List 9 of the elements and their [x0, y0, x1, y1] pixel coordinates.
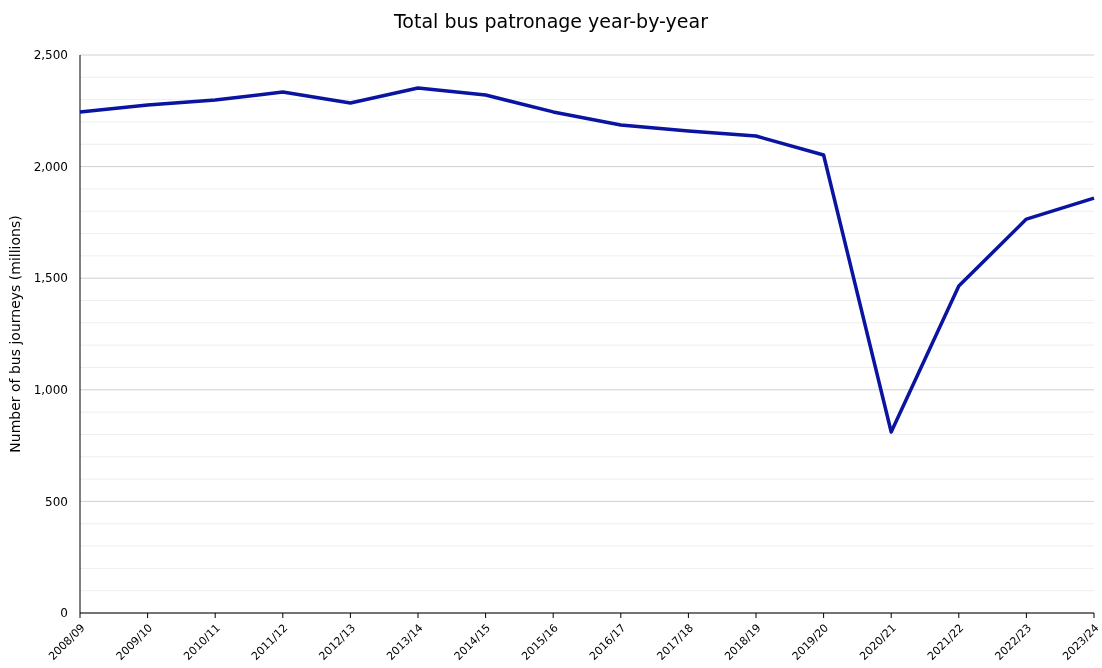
y-tick-label: 2,000 — [33, 159, 68, 174]
y-tick-label: 2,500 — [33, 48, 68, 63]
y-tick-label: 1,000 — [33, 383, 68, 397]
text: 0 — [60, 606, 68, 621]
line-series — [78, 86, 1096, 434]
y-tick-label: 1,500 — [33, 271, 68, 286]
y-tick-label: 500 — [45, 494, 68, 509]
y-axis-title: Number of bus journeys (millions) — [7, 215, 23, 453]
chart-title: Total bus patronage year-by-year — [392, 10, 709, 32]
